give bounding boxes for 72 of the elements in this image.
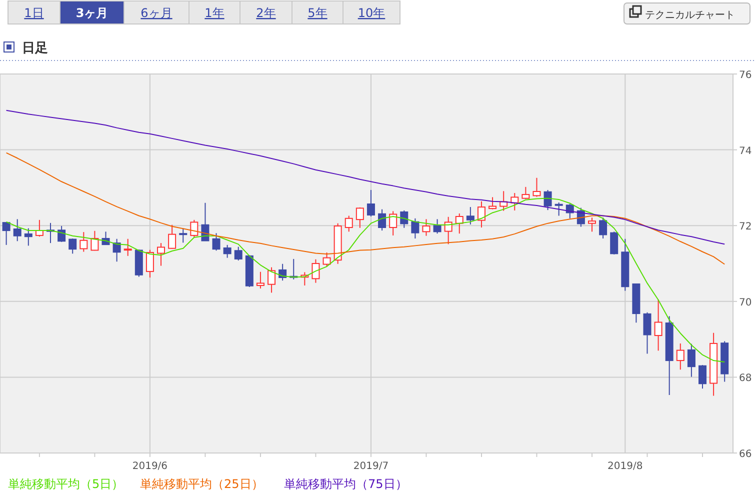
candlestick: [532, 177, 541, 198]
y-tick-label: 66: [739, 449, 752, 460]
candlestick: [58, 225, 66, 242]
candlestick: [112, 238, 121, 262]
candlestick: [234, 246, 242, 261]
candlestick: [168, 224, 176, 250]
candlestick: [190, 219, 198, 238]
text: 2年: [256, 6, 276, 20]
y-tick-label: 68: [739, 373, 752, 384]
candlestick: [90, 230, 99, 252]
candlestick: [510, 192, 519, 211]
candlestick: [654, 299, 662, 352]
candlestick: [356, 206, 364, 228]
line-series: [6, 152, 726, 265]
candlestick: [444, 216, 452, 245]
candlestick: [24, 228, 32, 246]
candlestick: [544, 189, 552, 211]
text: 10年: [358, 6, 386, 20]
x-tick-label: 2019/8: [608, 461, 643, 472]
candlestick: [400, 210, 408, 228]
candlestick: [599, 217, 608, 239]
candlestick: [312, 258, 320, 284]
text: 単純移動平均（5日）: [8, 477, 124, 491]
candlestick: [256, 271, 264, 290]
candlestick: [422, 218, 430, 236]
candlestick: [610, 231, 618, 255]
text: 1年: [204, 6, 224, 20]
candlestick: [80, 232, 88, 252]
candlestick: [268, 266, 276, 294]
candlestick: [223, 244, 232, 258]
text: 5年: [308, 6, 328, 20]
candlestick: [433, 218, 442, 234]
candlestick: [522, 186, 530, 200]
text: 単純移動平均（75日）: [284, 477, 408, 491]
candlestick: [157, 242, 166, 266]
candlestick: [146, 249, 154, 278]
candlestick: [698, 364, 706, 390]
candlestick: [2, 222, 10, 246]
candlestick: [13, 218, 22, 242]
x-tick-label: 2019/7: [353, 461, 389, 472]
y-tick-label: 74: [739, 146, 752, 157]
candlestick: [643, 312, 652, 354]
candlestick: [389, 210, 398, 236]
text: 単純移動平均（25日）: [140, 477, 264, 491]
candlestick: [455, 212, 464, 234]
candlestick: [366, 189, 375, 218]
y-tick-label: 70: [739, 297, 752, 308]
candlestick: [588, 217, 596, 232]
candlestick: [344, 215, 353, 232]
text: 1日: [24, 6, 44, 20]
y-tick-label: 76: [739, 70, 752, 81]
text: 3ヶ月: [76, 6, 108, 20]
candlestick: [500, 190, 508, 212]
candlestick: [322, 252, 331, 268]
candlestick: [554, 202, 563, 216]
candlestick: [179, 228, 188, 244]
text: テクニカルチャート: [645, 10, 735, 21]
candlestick: [687, 343, 696, 378]
candlestick: [68, 238, 77, 254]
y-tick-label: 72: [739, 222, 752, 233]
candlestick: [124, 238, 132, 256]
line-series: [6, 110, 726, 245]
text: 6ヶ月: [140, 6, 172, 20]
candlestick: [212, 232, 220, 252]
candlestick: [488, 196, 497, 210]
candlestick: [477, 200, 486, 228]
chart-title: 日足: [22, 41, 48, 56]
x-tick-label: 2019/6: [132, 461, 168, 472]
candlestick: [466, 206, 474, 225]
candlestick: [378, 208, 386, 232]
candlestick: [676, 342, 684, 370]
candlestick: [411, 218, 420, 239]
